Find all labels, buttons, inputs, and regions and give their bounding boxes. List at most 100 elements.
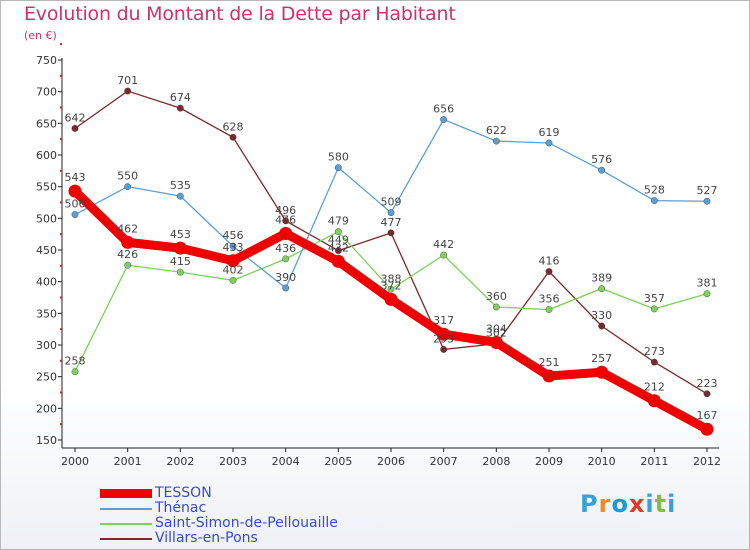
series-thenac — [71, 116, 711, 292]
point-villars-en-pons — [440, 346, 448, 353]
data-label-thenac: 550 — [117, 170, 138, 183]
point-thenac — [124, 183, 132, 191]
legend-label-tesson: TESSON — [155, 485, 212, 501]
point-villars-en-pons — [387, 229, 395, 237]
data-label-thenac: 580 — [328, 151, 349, 164]
x-tick-label: 2002 — [166, 455, 194, 468]
data-label-saint-simon-de-pellouaille: 360 — [486, 290, 507, 303]
point-saint-simon-de-pellouaille — [229, 276, 237, 284]
data-label-saint-simon-de-pellouaille: 442 — [433, 238, 454, 251]
data-label-thenac: 527 — [697, 184, 718, 197]
data-label-saint-simon-de-pellouaille: 258 — [65, 355, 86, 368]
point-villars-en-pons — [71, 124, 79, 132]
point-tesson — [384, 292, 398, 306]
y-minor-tick — [60, 169, 62, 172]
point-tesson — [331, 254, 345, 268]
x-tick-label: 2010 — [588, 455, 616, 468]
logo-letter: x — [628, 490, 646, 518]
data-label-villars-en-pons: 273 — [644, 345, 665, 358]
chart-axes: 150 200 250 300 350 400 450 500 550 600 650 700 750 2… — [36, 43, 721, 468]
legend-label-thenac: Thénac — [155, 500, 207, 516]
data-label-thenac: 619 — [539, 126, 560, 139]
y-minor-tick — [60, 359, 62, 362]
point-thenac — [598, 166, 606, 174]
point-saint-simon-de-pellouaille — [124, 261, 132, 269]
data-label-villars-en-pons: 223 — [697, 377, 718, 390]
point-thenac — [176, 192, 184, 200]
data-label-tesson: 433 — [223, 241, 244, 254]
data-label-villars-en-pons: 449 — [328, 234, 349, 247]
legend-swatch-villars — [100, 538, 152, 540]
data-label-thenac: 576 — [591, 153, 612, 166]
point-villars-en-pons — [703, 390, 711, 398]
point-saint-simon-de-pellouaille — [492, 303, 500, 311]
point-tesson — [68, 184, 82, 198]
point-saint-simon-de-pellouaille — [650, 305, 658, 313]
point-thenac — [229, 242, 237, 250]
x-tick-label: 2003 — [219, 455, 247, 468]
series-line-villars-en-pons — [74, 90, 708, 395]
data-label-tesson: 432 — [328, 241, 349, 254]
y-minor-tick — [60, 264, 62, 267]
point-thenac — [440, 116, 448, 123]
logo-letter: t — [654, 490, 668, 518]
point-thenac — [334, 164, 342, 172]
point-villars-en-pons — [229, 133, 237, 141]
point-tesson — [279, 227, 293, 241]
point-saint-simon-de-pellouaille — [176, 268, 184, 276]
data-label-villars-en-pons: 416 — [539, 255, 560, 268]
y-tick-label: 600 — [36, 149, 57, 162]
logo-letter: P — [580, 490, 599, 518]
x-tick-label: 2007 — [430, 455, 458, 468]
unit-label: (en €) — [24, 29, 57, 42]
logo-letter: i — [645, 490, 655, 518]
data-label-thenac: 535 — [170, 179, 191, 192]
proxiti-logo: Proxiti — [580, 490, 676, 518]
x-tick-label: 2000 — [61, 455, 89, 468]
legend-swatch-saint-simon — [100, 523, 152, 525]
data-label-saint-simon-de-pellouaille: 415 — [170, 255, 191, 268]
point-villars-en-pons — [282, 217, 290, 225]
y-tick-label: 300 — [36, 339, 57, 352]
data-label-tesson: 453 — [170, 228, 191, 241]
point-tesson — [700, 422, 714, 436]
point-tesson — [595, 365, 609, 379]
point-tesson — [121, 235, 135, 249]
data-label-tesson: 257 — [591, 352, 612, 365]
point-saint-simon-de-pellouaille — [545, 306, 553, 313]
data-label-saint-simon-de-pellouaille: 357 — [644, 292, 665, 305]
data-label-tesson: 167 — [697, 409, 718, 422]
point-saint-simon-de-pellouaille — [334, 228, 342, 236]
logo-letter: o — [611, 490, 629, 518]
x-tick-label: 2009 — [535, 455, 563, 468]
data-label-tesson: 251 — [539, 356, 560, 369]
x-tick-label: 2004 — [272, 455, 300, 468]
data-label-saint-simon-de-pellouaille: 356 — [539, 293, 560, 306]
y-tick-label: 350 — [36, 307, 57, 320]
x-tick-label: 2001 — [114, 455, 142, 468]
data-label-villars-en-pons: 701 — [117, 74, 138, 87]
series-tesson — [68, 184, 714, 436]
point-tesson — [437, 327, 451, 341]
data-label-villars-en-pons: 330 — [591, 309, 612, 322]
y-minor-tick — [60, 328, 62, 331]
x-tick-label: 2008 — [482, 455, 510, 468]
series-saint-simon-de-pellouaille — [71, 228, 711, 375]
legend-label-villars: Villars-en-Pons — [155, 530, 258, 546]
point-thenac — [492, 137, 500, 145]
y-minor-tick — [60, 233, 62, 236]
data-label-villars-en-pons: 477 — [381, 216, 402, 229]
y-tick-label: 650 — [36, 117, 57, 130]
data-label-saint-simon-de-pellouaille: 381 — [697, 277, 718, 290]
y-tick-label: 200 — [36, 402, 57, 415]
y-minor-tick — [60, 43, 62, 46]
y-tick-label: 700 — [36, 86, 57, 99]
point-villars-en-pons — [650, 358, 658, 366]
point-villars-en-pons — [598, 322, 606, 330]
data-label-tesson: 476 — [275, 214, 296, 227]
point-thenac — [703, 197, 711, 205]
chart-title: Evolution du Montant de la Dette par Hab… — [24, 3, 456, 25]
point-tesson — [226, 254, 240, 268]
data-label-thenac: 622 — [486, 124, 507, 137]
point-villars-en-pons — [334, 247, 342, 255]
